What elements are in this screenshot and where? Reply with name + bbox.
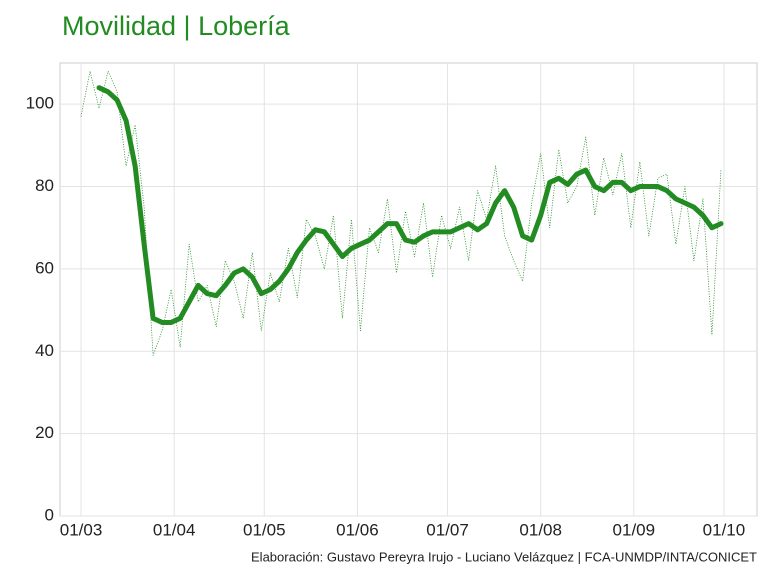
x-tick-label: 01/05 [243,520,286,539]
marks [80,70,724,356]
chart-title: Movilidad | Lobería [62,11,291,41]
x-tick-label: 01/03 [60,520,103,539]
plot-area [59,62,758,517]
y-tick-label: 100 [26,94,54,113]
grid [60,63,757,517]
line [80,70,722,356]
caption: Elaboración: Gustavo Pereyra Irujo - Luc… [251,549,757,564]
x-tick-label: 01/10 [703,520,746,539]
y-tick-label: 0 [45,505,54,524]
x-tick-label: 01/09 [613,520,656,539]
x-tick-label: 01/06 [336,520,379,539]
line [96,85,724,325]
x-tick-label: 01/04 [153,520,196,539]
x-tick-label: 01/07 [426,520,469,539]
x-tick-label: 01/08 [519,520,562,539]
y-tick-label: 40 [35,341,54,360]
y-tick-label: 60 [35,258,54,277]
y-tick-label: 80 [35,176,54,195]
y-tick-label: 20 [35,423,54,442]
